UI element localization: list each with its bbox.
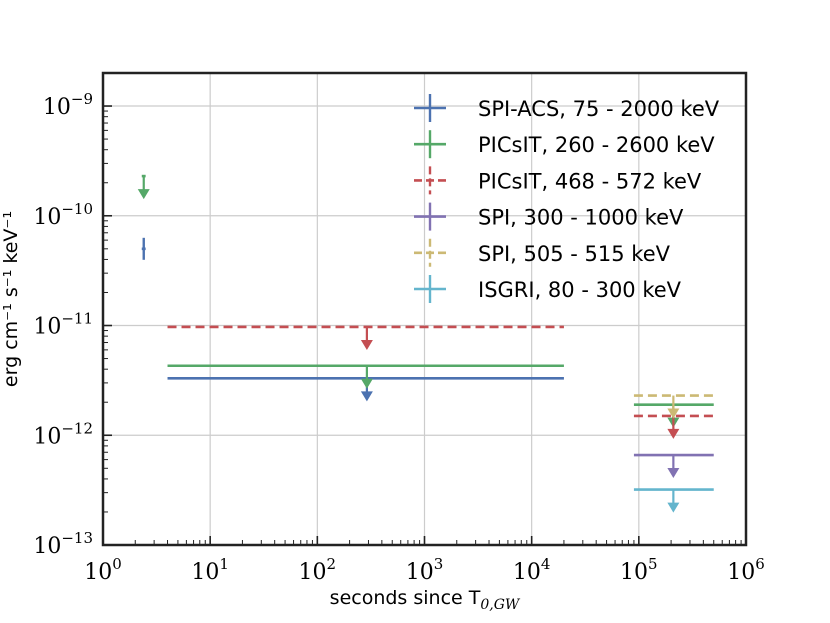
series-3 [167, 325, 714, 439]
y-tick-label: 10−9 [43, 90, 93, 120]
grid [103, 73, 746, 545]
legend-label: SPI, 300 - 1000 keV [478, 206, 684, 230]
series-5 [633, 394, 714, 419]
y-tick-label: 10−13 [33, 529, 93, 559]
legend-item-4: SPI, 300 - 1000 keV [414, 202, 684, 231]
x-tick-label: 105 [620, 555, 658, 585]
x-tick-label: 100 [84, 555, 122, 585]
x-tick-label: 106 [727, 555, 765, 585]
legend-item-1: SPI-ACS, 75 - 2000 keV [414, 94, 720, 122]
upper-limit-arrow [137, 189, 150, 200]
legend-item-3: PICsIT, 468 - 572 keV [414, 166, 702, 195]
legend: SPI-ACS, 75 - 2000 keV PICsIT, 260 - 2600… [414, 94, 720, 303]
y-tick-label: 10−11 [33, 310, 93, 340]
legend-label: SPI-ACS, 75 - 2000 keV [478, 97, 720, 121]
y-axis-label: erg cm⁻¹ s⁻¹ keV⁻¹ [0, 211, 22, 387]
y-tick-label: 10−12 [33, 419, 93, 449]
legend-item-2: PICsIT, 260 - 2600 keV [414, 130, 715, 159]
legend-label: SPI, 505 - 515 keV [478, 242, 671, 266]
x-tick-label: 102 [299, 555, 337, 585]
legend-label: ISGRI, 80 - 300 keV [478, 278, 682, 302]
upper-limit-arrow [667, 428, 680, 439]
upper-limit-arrow [360, 391, 373, 402]
series-6 [633, 488, 714, 513]
legend-item-5: SPI, 505 - 515 keV [414, 238, 671, 267]
upper-limit-arrow [667, 468, 680, 479]
upper-limit-arrow [667, 502, 680, 513]
legend-label: PICsIT, 260 - 2600 keV [478, 133, 715, 157]
data-marks [137, 174, 714, 513]
upper-limit-arrow [360, 339, 373, 350]
series-4 [633, 453, 714, 479]
legend-label: PICsIT, 468 - 572 keV [478, 169, 702, 193]
ticks: 100 101 102 103 104 105 106 10−9 10−10 10−11 10−12… [33, 90, 764, 585]
y-tick-label: 10−10 [33, 200, 93, 230]
x-axis-label: seconds since T0,GW [330, 587, 521, 613]
upper-limit-arrow [360, 378, 373, 389]
x-tick-label: 101 [191, 555, 229, 585]
x-axis-label-subscript: 0,GW [480, 597, 521, 613]
x-axis-label-text: seconds since T [330, 587, 481, 609]
x-tick-label: 104 [513, 555, 551, 585]
legend-item-6: ISGRI, 80 - 300 keV [414, 275, 682, 303]
upper-limit-arrow [667, 408, 680, 419]
x-tick-label: 103 [406, 555, 444, 585]
